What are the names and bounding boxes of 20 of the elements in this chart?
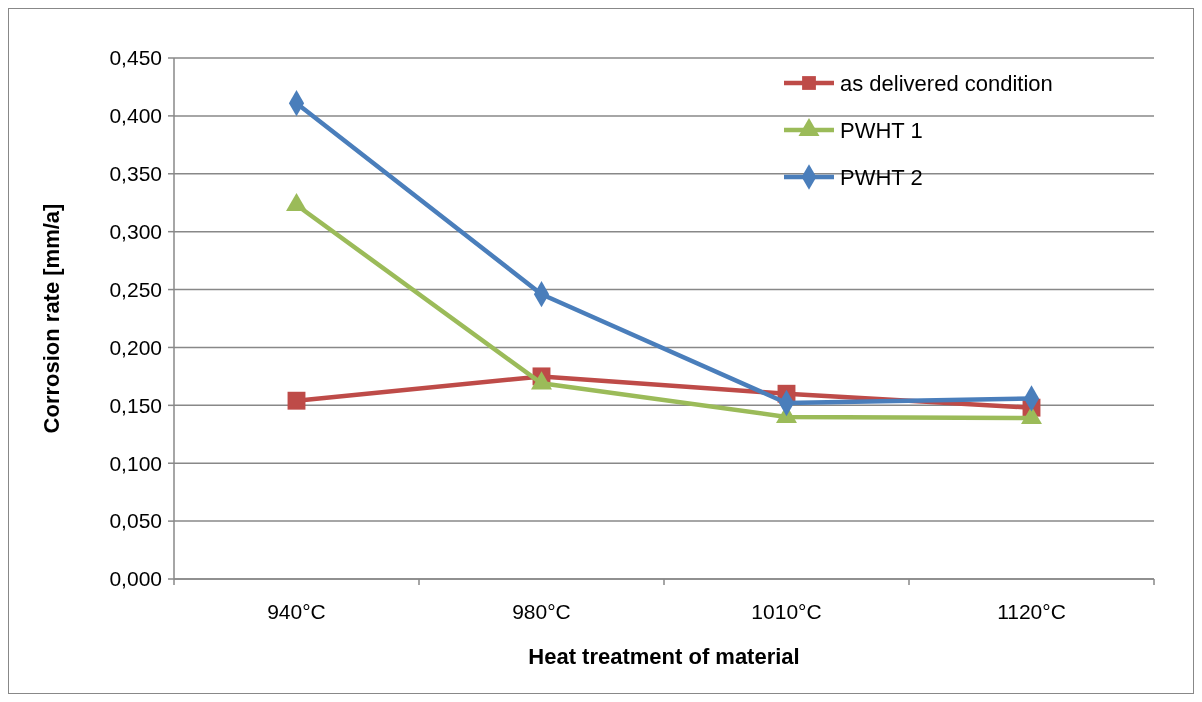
x-tick-label: 1010°C: [751, 600, 822, 623]
point: [287, 391, 306, 410]
legend-label: as delivered condition: [840, 70, 1053, 96]
x-tick-label: 940°C: [267, 600, 326, 623]
legend-label: PWHT 1: [840, 117, 923, 143]
x-tick-label: 980°C: [512, 600, 571, 623]
legend-label: PWHT 2: [840, 164, 923, 190]
x-axis-title: Heat treatment of material: [528, 644, 800, 669]
y-axis-title: Corrosion rate [mm/a]: [39, 203, 64, 434]
y-tick-label: 0,350: [109, 162, 162, 186]
y-tick-label: 0,450: [109, 46, 162, 70]
y-tick-label: 0,000: [109, 567, 162, 591]
y-tick-label: 0,100: [109, 451, 162, 475]
y-tick-label: 0,200: [109, 335, 162, 359]
y-tick-label: 0,250: [109, 277, 162, 301]
x-tick-label: 1120°C: [997, 600, 1066, 623]
y-tick-label: 0,150: [109, 393, 162, 417]
y-tick-label: 0,400: [109, 104, 162, 128]
y-tick-label: 0,050: [109, 509, 162, 533]
y-tick-label: 0,300: [109, 220, 162, 244]
